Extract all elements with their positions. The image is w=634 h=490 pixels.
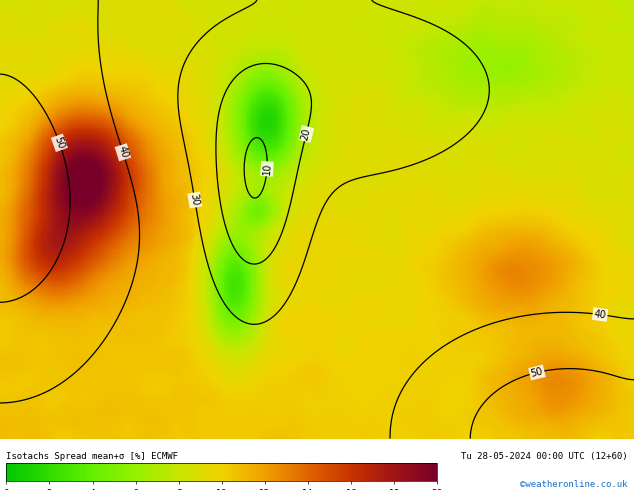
Text: 10: 10 [262, 162, 273, 175]
Text: ©weatheronline.co.uk: ©weatheronline.co.uk [520, 480, 628, 489]
Text: 50: 50 [53, 135, 66, 150]
Text: 20: 20 [300, 127, 313, 141]
Text: 30: 30 [189, 193, 201, 207]
Text: 40: 40 [593, 309, 607, 320]
Text: 40: 40 [116, 145, 129, 160]
Text: 50: 50 [530, 366, 544, 379]
Text: Isotachs Spread mean+σ [%] ECMWF: Isotachs Spread mean+σ [%] ECMWF [6, 452, 178, 461]
Text: Tu 28-05-2024 00:00 UTC (12+60): Tu 28-05-2024 00:00 UTC (12+60) [461, 452, 628, 461]
